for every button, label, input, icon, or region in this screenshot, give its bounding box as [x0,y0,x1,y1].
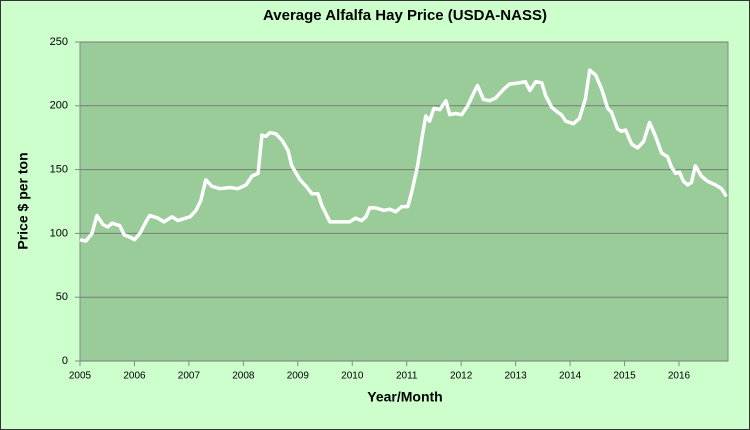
y-tick-label: 250 [50,36,68,48]
x-axis-label: Year/Month [367,389,442,405]
y-tick-label: 100 [50,227,68,239]
y-tick-label: 50 [56,291,68,303]
x-tick-label: 2008 [232,371,255,382]
x-tick-label: 2012 [450,371,473,382]
price-line [79,68,728,243]
y-tick-label: 150 [50,164,68,176]
x-tick-label: 2015 [613,371,636,382]
x-tick-label: 2011 [396,371,418,382]
x-tick-label: 2006 [123,371,146,382]
x-tick-label: 2005 [69,371,92,382]
chart-title: Average Alfalfa Hay Price (USDA-NASS) [263,7,547,24]
plot-area [79,41,729,362]
x-tick-label: 2010 [341,371,364,382]
y-axis-label: Price $ per ton [15,152,31,249]
y-tick-label: 0 [62,355,68,367]
y-tick-label: 200 [50,100,68,112]
x-tick-label: 2013 [505,371,528,382]
x-tick-label: 2016 [668,371,691,382]
x-tick-label: 2007 [178,371,201,382]
x-tick-label: 2014 [559,371,582,382]
x-tick-label: 2009 [287,371,310,382]
